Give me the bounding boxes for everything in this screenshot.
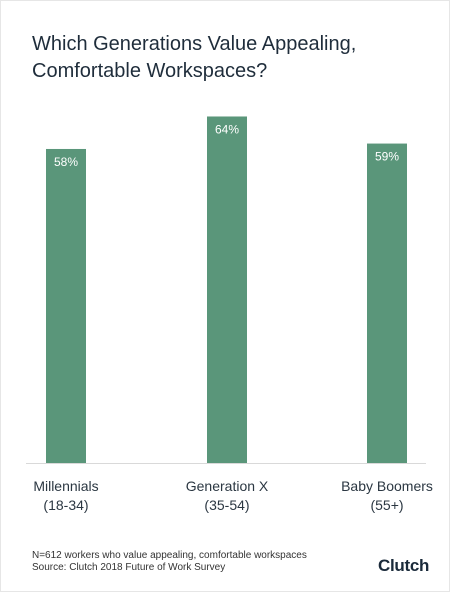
category-label: (55+) bbox=[370, 497, 403, 513]
bar bbox=[207, 116, 247, 463]
bar-value-label: 59% bbox=[375, 150, 399, 164]
bar-chart: 58% Millennials (18-34) 64% Generation X (35-… bbox=[26, 116, 433, 513]
clutch-logo: Clutch bbox=[378, 556, 430, 575]
category-label: (18-34) bbox=[43, 497, 88, 513]
bar bbox=[367, 143, 407, 464]
category-label: Millennials bbox=[33, 478, 98, 494]
chart-title-line-1: Which Generations Value Appealing, bbox=[32, 33, 357, 55]
category-label: (35-54) bbox=[204, 497, 249, 513]
chart-title-line-2: Comfortable Workspaces? bbox=[32, 60, 268, 82]
footnote: N=612 workers who value appealing, comfo… bbox=[32, 550, 307, 574]
chart-title: Which Generations Value Appealing, Comfo… bbox=[32, 31, 422, 85]
footnote-sample-size: N=612 workers who value appealing, comfo… bbox=[32, 550, 307, 561]
category-label: Baby Boomers bbox=[341, 478, 433, 494]
category-label: Generation X bbox=[186, 478, 269, 494]
footnote-source: Source: Clutch 2018 Future of Work Surve… bbox=[32, 562, 226, 573]
bar bbox=[46, 148, 86, 463]
bar-value-label: 64% bbox=[215, 122, 239, 136]
bar-value-label: 58% bbox=[54, 155, 78, 169]
